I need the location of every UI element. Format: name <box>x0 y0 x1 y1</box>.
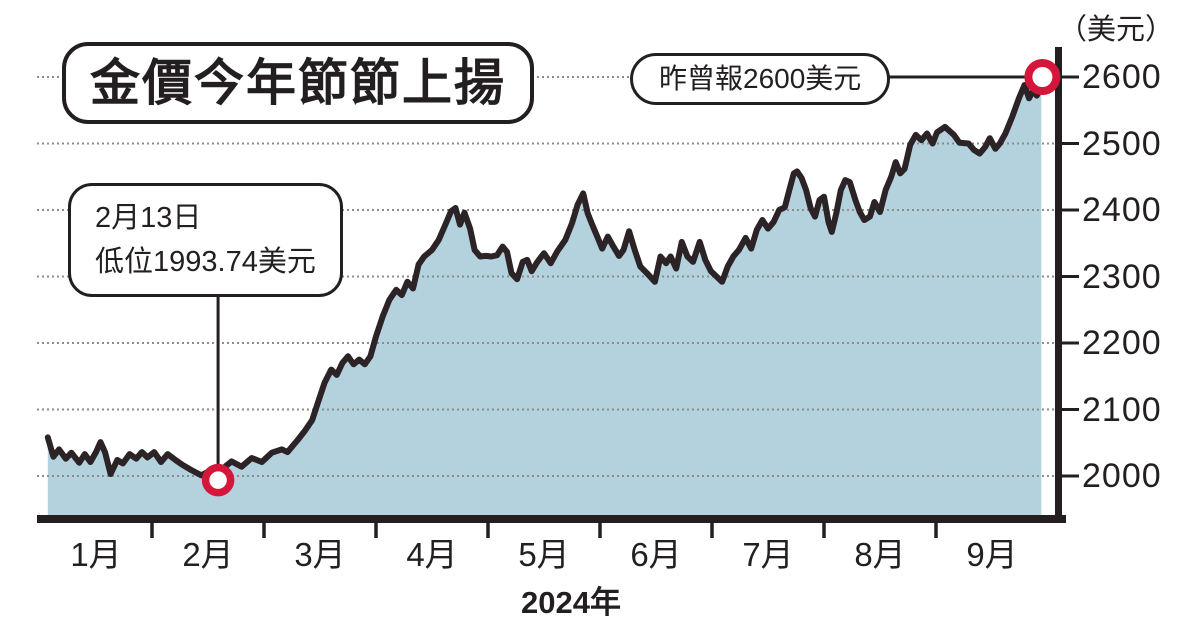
x-axis-month-label-1: 1月 <box>70 536 122 573</box>
low-point-marker <box>201 463 235 497</box>
y-axis-tick-label-2400: 2400 <box>1082 191 1162 229</box>
y-axis-tick-label-2200: 2200 <box>1082 324 1162 362</box>
x-axis-month-label-5: 5月 <box>518 536 570 573</box>
x-axis-month-label-3: 3月 <box>294 536 346 573</box>
y-axis-unit-label: （美元） <box>1058 14 1175 46</box>
x-axis-month-label-9: 9月 <box>966 536 1018 573</box>
y-axis-tick-label-2000: 2000 <box>1082 457 1162 495</box>
y-axis-tick-label-2300: 2300 <box>1082 257 1162 296</box>
x-axis-month-label-8: 8月 <box>854 536 906 573</box>
price-area-fill <box>47 85 1042 515</box>
chart-title: 金價今年節節上揚 <box>62 42 534 124</box>
y-axis-line <box>1055 47 1062 523</box>
chart-title-text: 金價今年節節上揚 <box>90 55 506 111</box>
x-axis-year-label: 2024年 <box>521 585 621 620</box>
y-axis-tick-label-2100: 2100 <box>1082 390 1162 429</box>
x-axis-month-label-6: 6月 <box>630 536 682 573</box>
low-point-callout: 2月13日 低位1993.74美元 <box>68 183 343 297</box>
low-callout-date: 2月13日 <box>95 202 202 234</box>
y-axis-tick-label-2500: 2500 <box>1082 124 1162 163</box>
price-line <box>44 82 1045 483</box>
high-callout-label: 昨曾報2600美元 <box>659 63 862 94</box>
y-axis-tick-label-2600: 2600 <box>1082 58 1162 96</box>
high-point-marker <box>1024 59 1061 95</box>
x-axis-month-label-4: 4月 <box>406 536 458 573</box>
x-axis-month-label-7: 7月 <box>742 536 794 573</box>
low-callout-value: 低位1993.74美元 <box>95 246 316 278</box>
high-point-callout: 昨曾報2600美元 <box>630 53 891 105</box>
x-axis-line <box>37 515 1066 523</box>
x-axis-month-label-2: 2月 <box>182 536 234 573</box>
